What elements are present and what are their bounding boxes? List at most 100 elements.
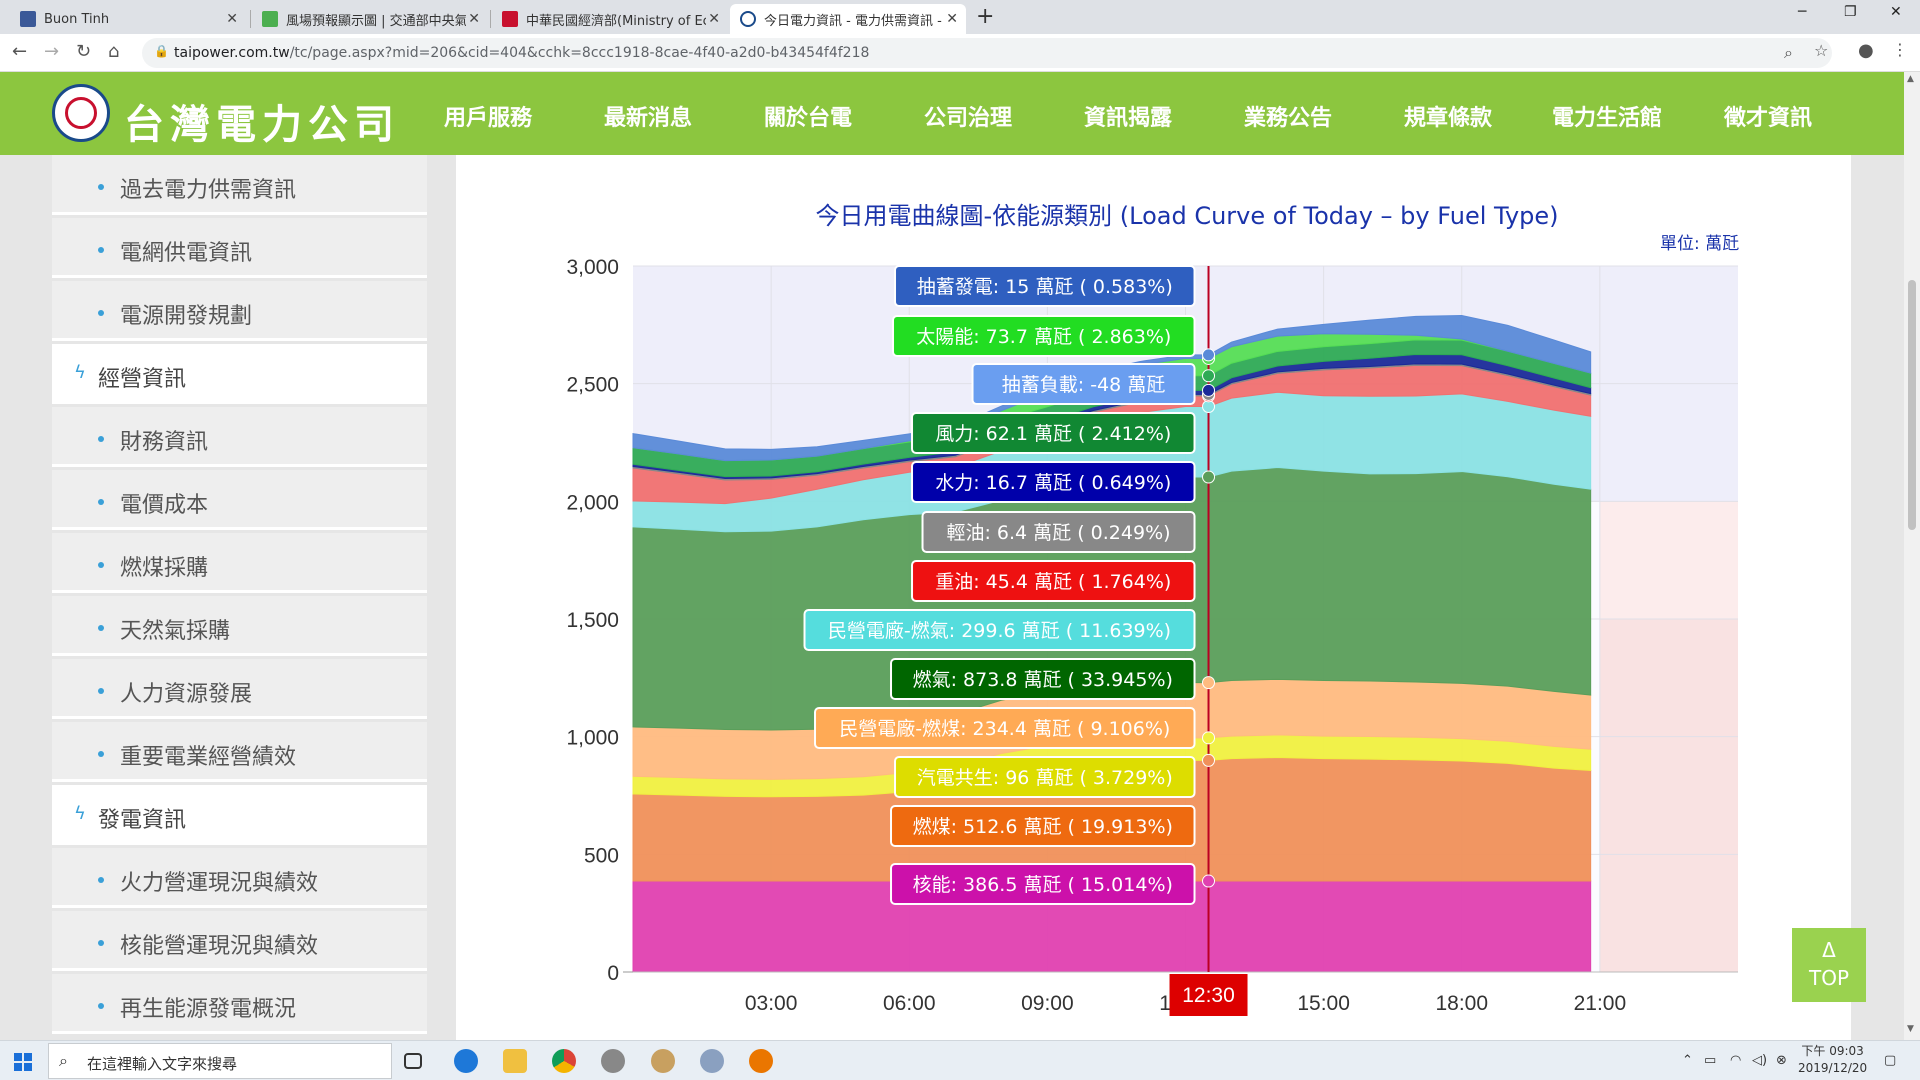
close-tab-icon[interactable]: ✕ — [468, 11, 480, 27]
browser-tab-facebook[interactable]: Buon Tinh ✕ — [10, 4, 246, 34]
close-tab-icon[interactable]: ✕ — [946, 11, 958, 27]
cursor-point — [1202, 676, 1216, 690]
taskbar-search-box[interactable]: ⌕ 在這裡輸入文字來搜尋 — [48, 1043, 392, 1079]
x-tick-label: 15:00 — [1297, 992, 1350, 1015]
y-tick-label: 1,000 — [566, 727, 619, 750]
browser-tab-moea[interactable]: 中華民國經濟部(Ministry of Eco ✕ — [492, 4, 728, 34]
y-tick-label: 1,500 — [566, 609, 619, 632]
bullet-icon — [98, 499, 104, 505]
browser-tab-weather[interactable]: 風場預報顯示圖 | 交通部中央氣 ✕ — [252, 4, 488, 34]
tooltip-entry-box — [921, 511, 1196, 553]
tooltip-entry-text: 抽蓄負載: -48 萬瓩 — [1002, 374, 1166, 396]
sidebar-item-thermal[interactable]: 火力營運現況與績效 — [52, 848, 427, 908]
taipower-logo-icon[interactable] — [52, 84, 110, 142]
blender-icon[interactable] — [749, 1049, 773, 1073]
notification-icon[interactable]: ▢ — [1884, 1053, 1897, 1068]
sidebar-item-hr[interactable]: 人力資源發展 — [52, 659, 427, 719]
windows-start-icon[interactable] — [14, 1053, 32, 1071]
menu-about[interactable]: 關於台電 — [764, 106, 853, 131]
facebook-favicon-icon — [20, 11, 36, 27]
sidebar-item-price-cost[interactable]: 電價成本 — [52, 470, 427, 530]
tooltip-entry-box — [971, 363, 1196, 405]
edge-browser-icon[interactable] — [454, 1049, 478, 1073]
browser-tab-taipower[interactable]: 今日電力資訊 - 電力供需資訊 - 資 ✕ — [730, 4, 966, 34]
sidebar-item-past-supply[interactable]: 過去電力供需資訊 — [52, 155, 427, 215]
scrollbar-thumb[interactable] — [1908, 280, 1916, 530]
minimize-icon[interactable]: ─ — [1798, 4, 1807, 20]
sidebar-category-generation[interactable]: ϟ 發電資訊 — [52, 785, 427, 845]
back-icon[interactable]: ← — [12, 41, 28, 62]
home-icon[interactable]: ⌂ — [108, 41, 120, 62]
tooltip-entry-text: 輕油: 6.4 萬瓩 ( 0.249%) — [946, 522, 1170, 544]
close-tab-icon[interactable]: ✕ — [708, 11, 720, 27]
reload-icon[interactable]: ↻ — [76, 41, 92, 62]
app-icon-drawing[interactable] — [700, 1049, 724, 1073]
sidebar-item-coal-procurement[interactable]: 燃煤採購 — [52, 533, 427, 593]
top-label: TOP — [1808, 966, 1850, 990]
file-explorer-icon[interactable] — [503, 1049, 527, 1073]
sidebar-item-renewable[interactable]: 再生能源發電概況 — [52, 974, 427, 1034]
sidebar-item-label: 電價成本 — [120, 493, 209, 518]
sidebar-item-performance[interactable]: 重要電業經營績效 — [52, 722, 427, 782]
volume-icon[interactable]: ◁) — [1752, 1053, 1768, 1068]
tab-separator — [490, 10, 491, 28]
menu-customer-service[interactable]: 用戶服務 — [444, 106, 533, 131]
menu-announcements[interactable]: 業務公告 — [1244, 106, 1333, 131]
url-field[interactable]: 🔒 taipower.com.tw/tc/page.aspx?mid=206&c… — [142, 38, 1832, 68]
clock-time: 下午 09:03 — [1801, 1044, 1864, 1058]
tooltip-entry-text: 民營電廠-燃煤: 234.4 萬瓩 ( 9.106%) — [839, 717, 1170, 740]
up-arrow-icon: Δ — [1822, 938, 1836, 962]
sidebar-item-nuclear[interactable]: 核能營運現況與績效 — [52, 911, 427, 971]
load-curve-chart[interactable]: 0 500 1,000 1,500 2,000 2,500 3,000 03:00 06:00 0… — [550, 250, 1750, 1025]
taskbar-search-placeholder: 在這裡輸入文字來搜尋 — [87, 1055, 238, 1073]
profile-avatar-icon[interactable]: ● — [1858, 40, 1874, 61]
task-view-icon[interactable] — [404, 1053, 422, 1069]
tooltip-entry-text: 核能: 386.5 萬瓩 ( 15.014%) — [913, 874, 1173, 896]
chrome-icon[interactable] — [552, 1049, 576, 1073]
menu-power-life[interactable]: 電力生活館 — [1552, 106, 1663, 131]
close-window-icon[interactable]: ✕ — [1890, 4, 1902, 20]
tooltip-entry-box — [911, 461, 1196, 503]
scroll-down-icon[interactable]: ▼ — [1907, 1024, 1914, 1034]
x-tick-label: 09:00 — [1021, 992, 1074, 1015]
battery-icon[interactable]: ▭ — [1704, 1053, 1717, 1068]
menu-news[interactable]: 最新消息 — [604, 106, 693, 131]
maximize-icon[interactable]: ❐ — [1844, 4, 1857, 20]
sidebar-item-grid-supply[interactable]: 電網供電資訊 — [52, 218, 427, 278]
app-icon-clock[interactable] — [601, 1049, 625, 1073]
weather-favicon-icon — [262, 11, 278, 27]
ime-icon[interactable]: ⊗ — [1776, 1053, 1787, 1068]
sidebar: 過去電力供需資訊 電網供電資訊 電源開發規劃 ϟ 經營資訊 財務資訊 電價成本 燃… — [52, 155, 427, 1040]
bookmark-star-icon[interactable]: ☆ — [1814, 41, 1829, 60]
tooltip-entry-text: 民營電廠-燃氣: 299.6 萬瓩 ( 11.639%) — [828, 619, 1171, 642]
zoom-icon[interactable]: ⌕ — [1784, 43, 1793, 62]
tooltip-entry-text: 水力: 16.7 萬瓩 ( 0.649%) — [935, 472, 1171, 494]
search-icon: ⌕ — [59, 1051, 68, 1070]
url-text[interactable]: taipower.com.tw/tc/page.aspx?mid=206&cid… — [174, 45, 869, 61]
network-icon[interactable]: ◠ — [1730, 1053, 1742, 1068]
brand-name[interactable]: 台灣電力公司 — [124, 101, 400, 148]
page-scrollbar[interactable]: ▲ ▼ — [1904, 72, 1920, 1040]
tooltip-entry-box — [814, 707, 1196, 749]
menu-careers[interactable]: 徵才資訊 — [1724, 106, 1813, 131]
scroll-up-icon[interactable]: ▲ — [1907, 74, 1914, 84]
menu-disclosure[interactable]: 資訊揭露 — [1084, 106, 1173, 131]
cursor-point — [1202, 874, 1216, 888]
cursor-point — [1202, 369, 1216, 383]
forward-icon[interactable]: → — [44, 41, 60, 62]
app-icon-animal[interactable] — [651, 1049, 675, 1073]
back-to-top-button[interactable]: Δ TOP — [1792, 928, 1866, 1002]
sidebar-item-power-development[interactable]: 電源開發規劃 — [52, 281, 427, 341]
sidebar-category-operations[interactable]: ϟ 經營資訊 — [52, 344, 427, 404]
forecast-band-lower — [1599, 619, 1738, 972]
menu-regulations[interactable]: 規章條款 — [1404, 106, 1493, 131]
close-tab-icon[interactable]: ✕ — [226, 11, 238, 27]
system-clock[interactable]: 下午 09:03 2019/12/20 — [1798, 1043, 1867, 1077]
bullet-icon — [98, 688, 104, 694]
menu-governance[interactable]: 公司治理 — [924, 106, 1013, 131]
more-menu-icon[interactable]: ⋮ — [1892, 40, 1908, 59]
new-tab-icon[interactable]: + — [976, 4, 995, 29]
sidebar-item-gas-procurement[interactable]: 天然氣採購 — [52, 596, 427, 656]
sidebar-item-financial[interactable]: 財務資訊 — [52, 407, 427, 467]
tray-expand-icon[interactable]: ⌃ — [1682, 1053, 1693, 1068]
